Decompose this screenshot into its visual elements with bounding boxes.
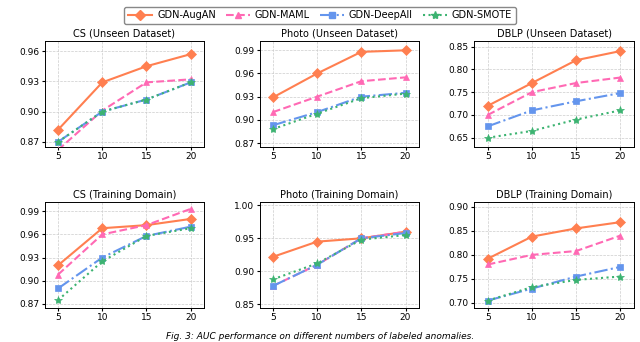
Title: CS (Unseen Dataset): CS (Unseen Dataset) (74, 29, 175, 39)
Title: CS (Training Domain): CS (Training Domain) (73, 190, 176, 200)
Text: Fig. 3: AUC performance on different numbers of labeled anomalies.: Fig. 3: AUC performance on different num… (166, 332, 474, 341)
Title: Photo (Unseen Dataset): Photo (Unseen Dataset) (281, 29, 397, 39)
Title: Photo (Training Domain): Photo (Training Domain) (280, 190, 398, 200)
Title: DBLP (Training Domain): DBLP (Training Domain) (496, 190, 612, 200)
Legend: GDN-AugAN, GDN-MAML, GDN-DeepAll, GDN-SMOTE: GDN-AugAN, GDN-MAML, GDN-DeepAll, GDN-SM… (124, 6, 516, 24)
Title: DBLP (Unseen Dataset): DBLP (Unseen Dataset) (497, 29, 612, 39)
